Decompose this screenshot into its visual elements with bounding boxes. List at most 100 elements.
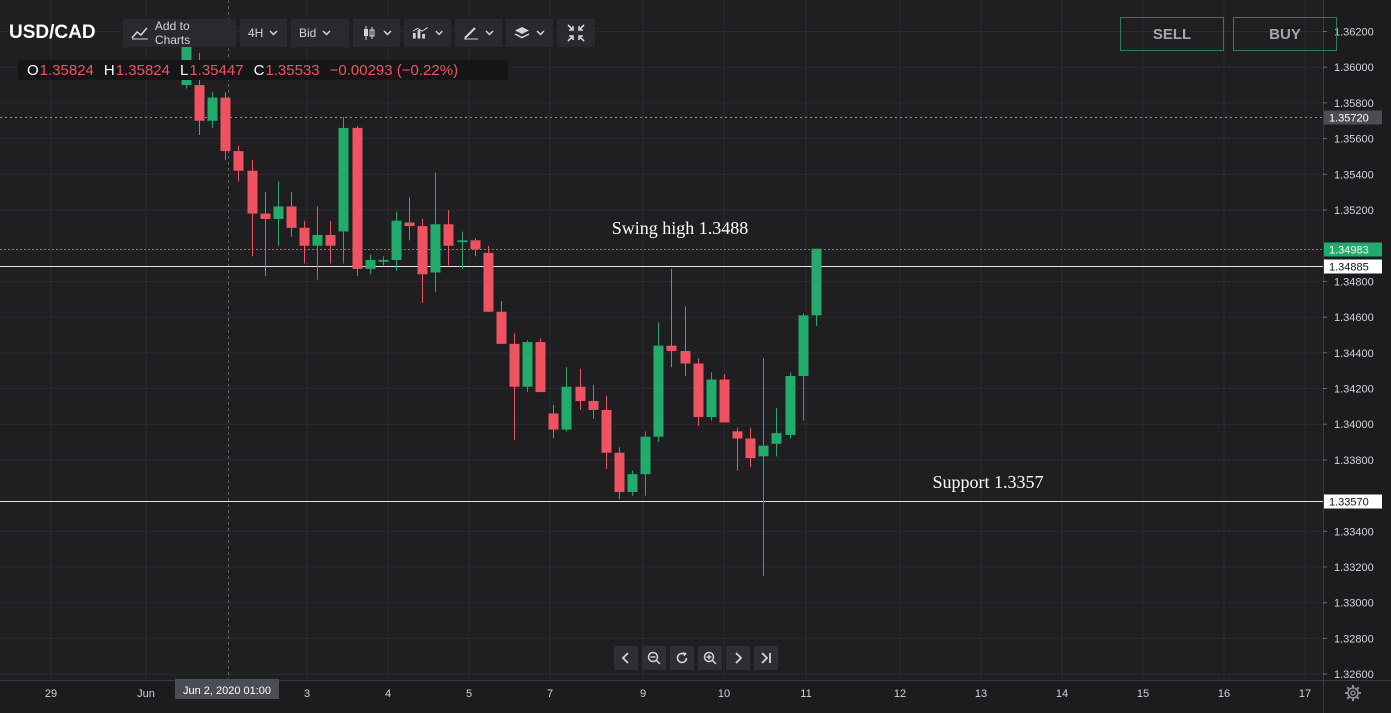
interval-dropdown[interactable]: 4H <box>240 19 287 47</box>
candle-up <box>706 379 717 418</box>
zoom-out-button[interactable] <box>642 646 666 670</box>
price-tick-label: 1.33800 <box>1334 455 1374 467</box>
last-price-box <box>1324 242 1382 257</box>
chevron-left-icon <box>621 652 629 664</box>
candle-type-icon <box>364 26 375 40</box>
fullscreen-button[interactable] <box>557 19 595 47</box>
indicators-icon <box>412 27 429 39</box>
reset-icon <box>676 652 688 664</box>
candle-down <box>666 345 677 352</box>
last-price-text: 1.34983 <box>1329 245 1369 257</box>
drawing-tools-dropdown[interactable] <box>455 19 502 47</box>
candle-up <box>378 259 389 262</box>
settings-gear-icon[interactable] <box>1344 684 1362 702</box>
level-price-box <box>1324 494 1382 509</box>
sell-button[interactable]: SELL <box>1120 17 1224 51</box>
chart-annotation: Support 1.3357 <box>932 472 1043 492</box>
candle-down <box>601 409 612 453</box>
time-tick-label: 17 <box>1299 688 1311 700</box>
candle-up <box>312 234 323 246</box>
candle-down <box>680 351 691 364</box>
chart-annotation: Swing high 1.3488 <box>612 218 749 238</box>
chevron-down-icon <box>269 30 278 36</box>
candle-up <box>338 127 349 232</box>
price-tick-label: 1.33400 <box>1334 526 1374 538</box>
change-value: −0.00293 (−0.22%) <box>329 61 459 79</box>
zoom-in-button[interactable] <box>698 646 722 670</box>
candle-down <box>443 224 454 246</box>
candle-down <box>247 170 258 214</box>
candle-up <box>430 224 441 273</box>
close-value: 1.35533 <box>265 61 320 79</box>
chart-navigation <box>614 646 778 670</box>
add-to-charts-button[interactable]: Add to Charts <box>123 19 236 47</box>
candle-up <box>653 345 664 437</box>
chevron-down-icon <box>322 30 331 36</box>
candle-up <box>627 474 638 493</box>
candle-down <box>194 85 205 121</box>
candle-down <box>509 343 520 387</box>
candle-down <box>575 386 586 401</box>
chevron-down-icon <box>536 30 545 36</box>
time-tick-label: 15 <box>1137 688 1149 700</box>
low-label: L <box>179 61 189 79</box>
drawing-tools-icon <box>464 27 478 40</box>
candle-up <box>365 259 376 269</box>
scroll-to-end-button[interactable] <box>754 646 778 670</box>
price-type-dropdown[interactable]: Bid <box>291 19 349 47</box>
candle-up <box>273 206 284 219</box>
low-value: 1.35447 <box>189 61 244 79</box>
layers-dropdown[interactable] <box>506 19 553 47</box>
candle-down <box>614 452 625 493</box>
candle-down <box>548 413 559 430</box>
candle-down <box>286 206 297 228</box>
time-tick-label: 5 <box>466 688 472 700</box>
candle-down <box>220 97 231 152</box>
price-tick-label: 1.34600 <box>1334 312 1374 324</box>
time-tick-label: 7 <box>547 688 553 700</box>
price-tick-label: 1.33200 <box>1334 562 1374 574</box>
candle-down <box>470 240 481 250</box>
price-tick-label: 1.32600 <box>1334 669 1374 681</box>
candle-up <box>207 97 218 121</box>
buy-button[interactable]: BUY <box>1233 17 1337 51</box>
scroll-right-button[interactable] <box>726 646 750 670</box>
scroll-left-button[interactable] <box>614 646 638 670</box>
price-label-box <box>1324 110 1382 125</box>
candle-up <box>522 342 533 387</box>
indicators-dropdown[interactable] <box>404 19 451 47</box>
time-tick-label: 13 <box>975 688 987 700</box>
chart-toolbar: Add to Charts 4H Bid <box>123 19 595 47</box>
candle-down <box>535 342 546 393</box>
open-value: 1.35824 <box>39 61 94 79</box>
candle-up <box>811 248 822 316</box>
level-price-text: 1.34885 <box>1329 262 1369 274</box>
time-tick-label: 29 <box>45 688 57 700</box>
candle-up <box>181 22 192 86</box>
time-tick-label: Jun <box>137 688 155 700</box>
candle-down <box>404 222 415 227</box>
reset-chart-button[interactable] <box>670 646 694 670</box>
ohlc-legend: O 1.35824 H 1.35824 L 1.35447 C 1.35533 −0.0… <box>18 60 508 80</box>
time-tick-label: 10 <box>718 688 730 700</box>
chart-line-icon <box>131 27 148 40</box>
high-label: H <box>103 61 115 79</box>
price-tick-label: 1.32800 <box>1334 633 1374 645</box>
price-type-label: Bid <box>299 26 317 40</box>
candle-up <box>798 315 809 377</box>
candle-up <box>758 445 769 457</box>
candle-up <box>640 436 651 475</box>
candle-down <box>352 127 363 269</box>
price-tick-label: 1.35800 <box>1334 98 1374 110</box>
candle-up <box>771 433 782 444</box>
zoom-in-icon <box>703 651 717 665</box>
fullscreen-icon <box>567 24 585 42</box>
time-tick-label: 12 <box>894 688 906 700</box>
candle-down <box>719 379 730 423</box>
chevron-down-icon <box>383 30 392 36</box>
price-tick-label: 1.36200 <box>1334 27 1374 39</box>
candle-down <box>732 431 743 439</box>
candle-down <box>745 438 756 459</box>
chart-type-dropdown[interactable] <box>353 19 400 47</box>
